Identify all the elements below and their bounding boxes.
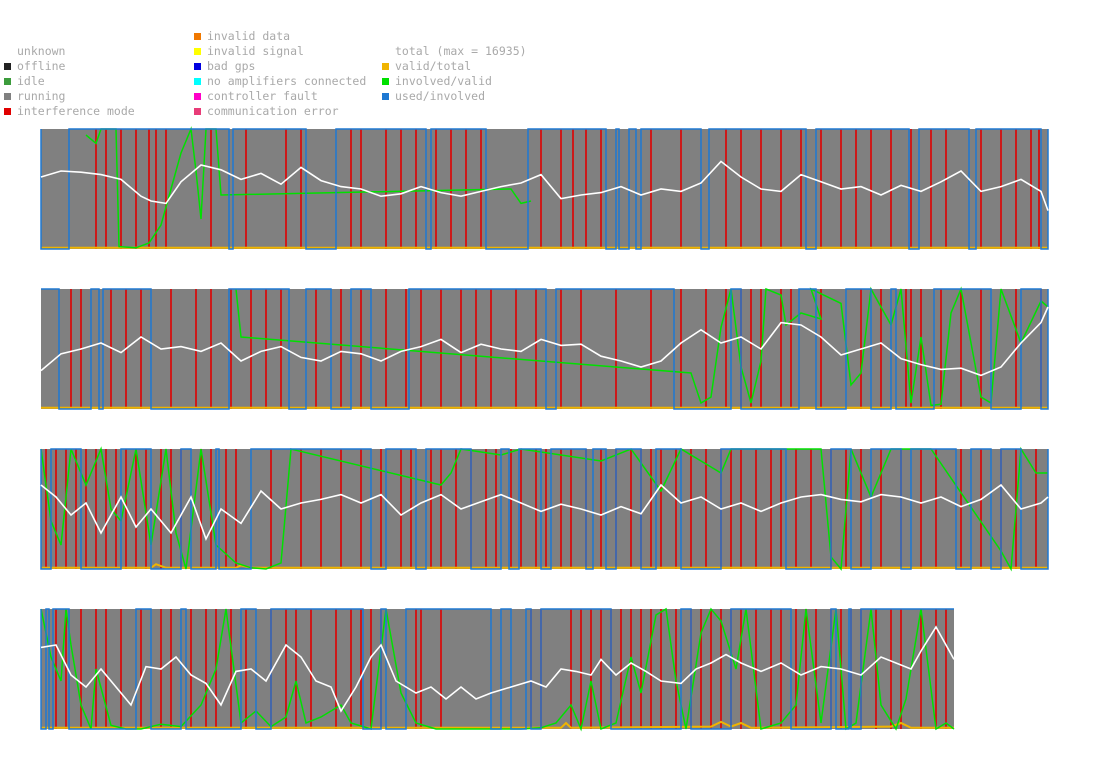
legend-swatch	[194, 108, 201, 115]
legend-item-controller-fault: controller fault	[194, 89, 366, 104]
legend-label: running	[17, 89, 66, 103]
legend-swatch	[194, 63, 201, 70]
legend-swatch	[382, 93, 389, 100]
used-involved-line	[40, 608, 954, 730]
legend-label: controller fault	[207, 89, 318, 103]
total-line	[40, 625, 955, 713]
legend-label: interference mode	[17, 104, 135, 118]
legend-swatch	[4, 93, 11, 100]
legend-label: involved/valid	[395, 74, 492, 88]
legend-label: total (max = 16935)	[395, 44, 527, 58]
running-background	[41, 609, 954, 729]
used-involved-line	[41, 288, 1049, 410]
legend-item-unknown: unknown	[4, 44, 135, 59]
legend-label: unknown	[17, 44, 66, 58]
legend-label: communication error	[207, 104, 339, 118]
legend-ratios-column: total (max = 16935) valid/total involved/v…	[382, 44, 527, 104]
legend-swatch	[382, 63, 389, 70]
legend-swatch	[4, 108, 11, 115]
legend-item-invalid-signal: invalid signal	[194, 44, 366, 59]
involved-valid-line	[40, 607, 955, 732]
plot-row-1	[40, 126, 1049, 250]
legend-item-communication-error: communication error	[194, 104, 366, 119]
legend-item-interference-mode: interference mode	[4, 104, 135, 119]
plot-row-3	[40, 446, 1049, 572]
legend-item-valid-total: valid/total	[382, 59, 527, 74]
legend-status-column: unknown offline idle running interference mo…	[4, 44, 135, 119]
involved-valid-line	[40, 446, 1048, 572]
legend-item-invalid-data: invalid data	[194, 29, 366, 44]
total-line	[40, 160, 1049, 211]
legend-label: used/involved	[395, 89, 486, 103]
used-involved-line	[40, 128, 1049, 250]
legend-swatch	[4, 63, 11, 70]
legend-item-involved-valid: involved/valid	[382, 74, 527, 89]
used-involved-line	[40, 448, 1049, 570]
legend-swatch	[194, 93, 201, 100]
legend-item-no-amplifiers-connected: no amplifiers connected	[194, 74, 367, 89]
running-background	[41, 449, 1048, 569]
legend-item-total-max-16935-: total (max = 16935)	[382, 44, 527, 59]
legend-item-running: running	[4, 89, 135, 104]
legend-label: idle	[17, 74, 45, 88]
running-background	[41, 129, 1048, 249]
legend-swatch	[4, 78, 11, 85]
legend-swatch	[194, 78, 201, 85]
legend-swatch	[194, 33, 201, 40]
legend-label: invalid data	[207, 29, 291, 43]
legend-swatch	[382, 48, 389, 55]
legend-label: valid/total	[395, 59, 472, 73]
legend-item-offline: offline	[4, 59, 135, 74]
plot-row-4	[40, 607, 955, 732]
legend-errors-column: invalid data invalid signal bad gps no ampl…	[194, 29, 367, 119]
legend-label: offline	[17, 59, 66, 73]
legend-label: bad gps	[207, 59, 256, 73]
legend-swatch	[194, 48, 201, 55]
legend-label: invalid signal	[207, 44, 304, 58]
plot-row-2	[40, 286, 1049, 410]
legend-item-bad-gps: bad gps	[194, 59, 366, 74]
total-line	[40, 306, 1049, 377]
legend-item-used-involved: used/involved	[382, 89, 527, 104]
legend-label: no amplifiers connected	[207, 74, 367, 88]
legend-swatch	[4, 48, 11, 55]
legend-item-idle: idle	[4, 74, 135, 89]
total-line	[40, 483, 1049, 542]
legend: unknown offline idle running interference mo…	[0, 0, 1095, 125]
running-background	[41, 289, 1048, 409]
legend-swatch	[382, 78, 389, 85]
